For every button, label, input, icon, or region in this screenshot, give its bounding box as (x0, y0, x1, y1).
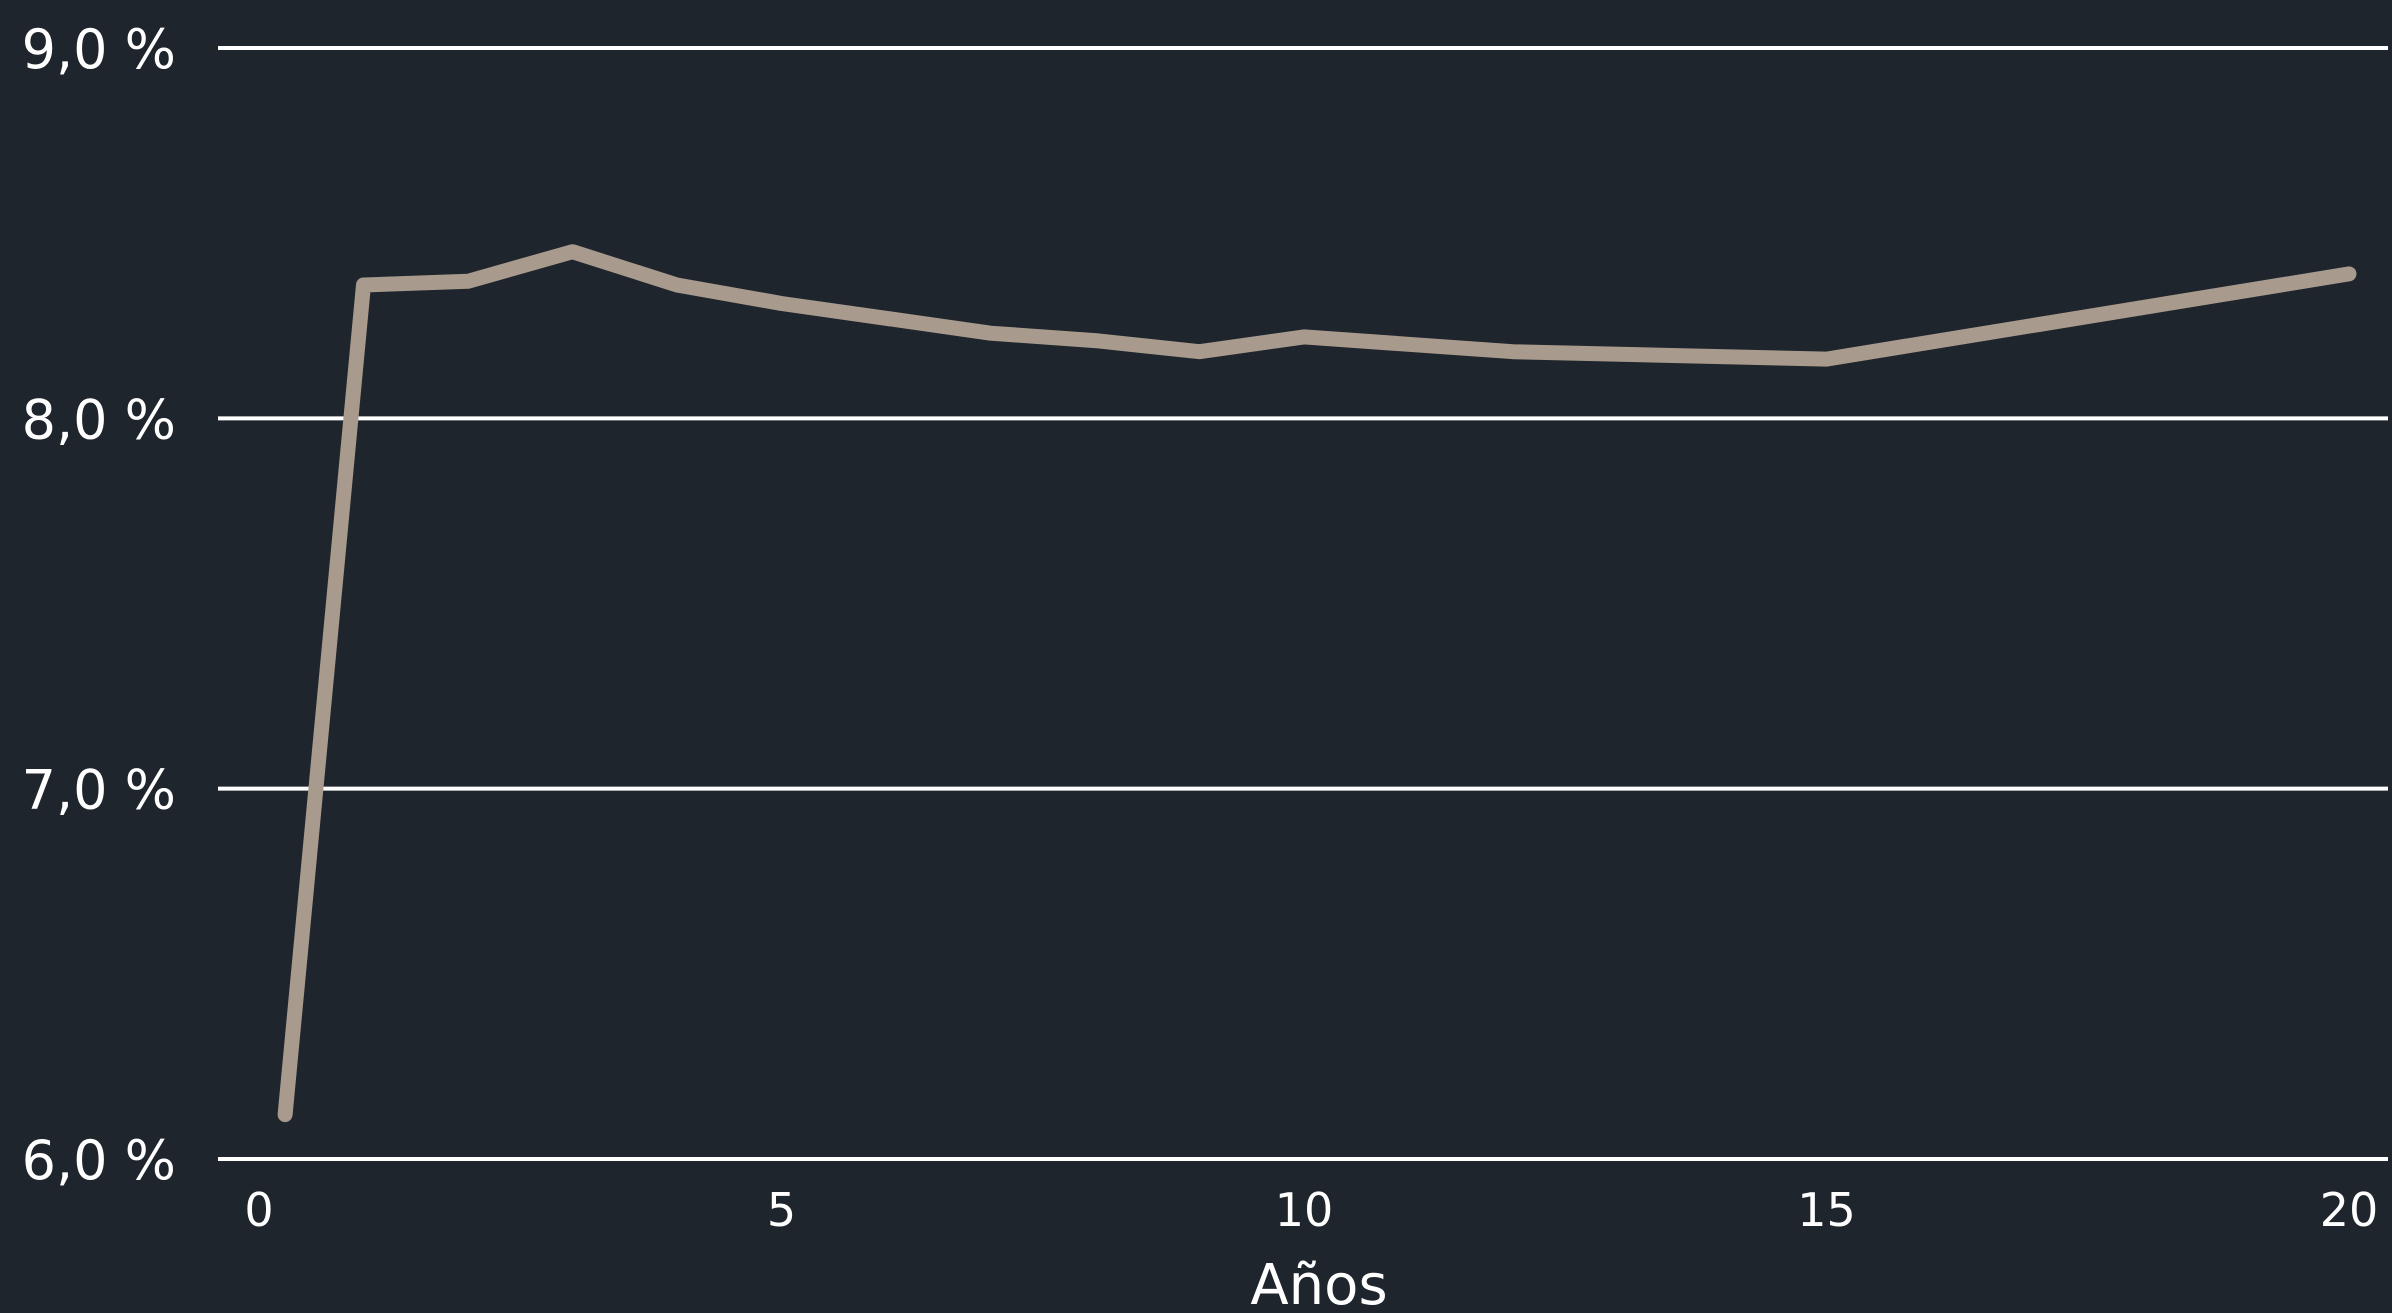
x-axis-title: Años (1250, 1253, 1387, 1313)
y-tick-label: 6,0 % (22, 1129, 176, 1192)
y-axis-ticks: 6,0 % 7,0 % 8,0 % 9,0 % (22, 18, 176, 1192)
data-point (781, 303, 782, 305)
x-axis-ticks: 0 5 10 15 20 (244, 1183, 2378, 1237)
x-tick-label: 15 (1797, 1183, 1856, 1237)
data-point (467, 280, 469, 282)
data-point (885, 317, 887, 319)
x-tick-label: 20 (2320, 1183, 2379, 1237)
data-point (2348, 273, 2350, 275)
series-group (277, 244, 2357, 1123)
series-line (277, 244, 2357, 1123)
y-tick-label: 9,0 % (22, 18, 176, 81)
y-tick-label: 8,0 % (22, 388, 176, 451)
x-tick-label: 10 (1275, 1183, 1334, 1237)
x-tick-label: 0 (244, 1183, 273, 1237)
data-point (363, 284, 364, 286)
data-point (1303, 336, 1305, 338)
data-point (1199, 351, 1200, 353)
data-point (1512, 351, 1514, 353)
data-point (284, 1114, 286, 1116)
data-point (1826, 358, 1827, 360)
data-point (990, 332, 991, 334)
y-tick-label: 7,0 % (22, 759, 176, 822)
x-tick-label: 5 (767, 1183, 796, 1237)
data-point (676, 284, 678, 286)
data-point (572, 251, 573, 253)
data-point (1094, 340, 1096, 342)
gridlines (218, 46, 2388, 1161)
